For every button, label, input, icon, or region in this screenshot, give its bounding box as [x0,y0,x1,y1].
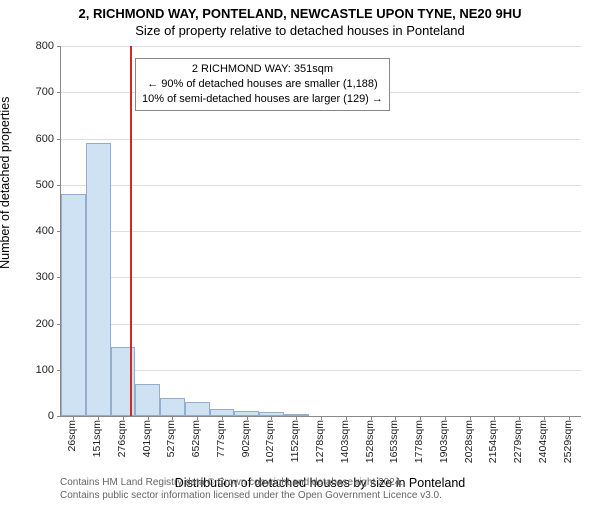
histogram-bar [61,194,86,416]
y-tick-label: 300 [14,271,54,283]
y-tick-label: 100 [14,364,54,376]
page-title: 2, RICHMOND WAY, PONTELAND, NEWCASTLE UP… [0,6,600,21]
y-tick-label: 600 [14,133,54,145]
y-tick [57,185,61,186]
y-tick [57,46,61,47]
callout-line: 2 RICHMOND WAY: 351sqm [142,62,383,77]
x-tick-label: 26sqm [66,420,78,452]
x-tick-label: 1027sqm [264,420,276,463]
gridline [61,46,581,47]
y-tick [57,139,61,140]
x-tick-label: 2529sqm [562,420,574,463]
y-tick-label: 200 [14,318,54,330]
x-tick-label: 401sqm [141,420,153,457]
gridline [61,185,581,186]
x-tick-label: 902sqm [240,420,252,457]
callout-line: ← 90% of detached houses are smaller (1,… [142,77,383,92]
gridline [61,231,581,232]
x-tick-label: 777sqm [215,420,227,457]
x-tick-label: 1903sqm [438,420,450,463]
plot-area: 2 RICHMOND WAY: 351sqm← 90% of detached … [60,46,581,417]
y-axis-label: Number of detached properties [0,97,12,269]
y-tick-label: 700 [14,86,54,98]
x-tick-label: 527sqm [165,420,177,457]
callout-box: 2 RICHMOND WAY: 351sqm← 90% of detached … [135,58,390,111]
footer-line: Contains public sector information licen… [60,490,442,503]
x-tick-label: 1653sqm [388,420,400,463]
x-tick-label: 1403sqm [339,420,351,463]
footer-attribution: Contains HM Land Registry data © Crown c… [60,477,442,502]
gridline [61,324,581,325]
histogram-bar [185,402,210,416]
y-tick-label: 400 [14,225,54,237]
y-tick [57,92,61,93]
histogram-bar [86,143,111,416]
x-tick-label: 276sqm [116,420,128,457]
x-tick-label: 2404sqm [537,420,549,463]
reference-line [130,46,132,416]
page-subtitle: Size of property relative to detached ho… [0,23,600,38]
x-tick-label: 1278sqm [314,420,326,463]
y-tick-label: 500 [14,179,54,191]
gridline [61,139,581,140]
x-tick-label: 1528sqm [364,420,376,463]
footer-line: Contains HM Land Registry data © Crown c… [60,477,442,490]
gridline [61,277,581,278]
histogram-bar [111,347,136,416]
x-tick-label: 1152sqm [289,420,301,462]
gridline [61,370,581,371]
callout-line: 10% of semi-detached houses are larger (… [142,92,383,107]
histogram-bar [210,409,235,416]
x-tick-label: 151sqm [91,420,103,457]
histogram-bar [160,398,185,417]
x-tick-label: 2279sqm [512,420,524,463]
x-tick-label: 2028sqm [463,420,475,463]
x-tick-label: 652sqm [190,420,202,457]
histogram-chart: 2 RICHMOND WAY: 351sqm← 90% of detached … [60,46,580,416]
y-tick-label: 0 [14,410,54,422]
x-tick-label: 2154sqm [487,420,499,463]
y-tick [57,416,61,417]
x-tick-label: 1778sqm [413,420,425,463]
histogram-bar [135,384,160,416]
y-tick-label: 800 [14,40,54,52]
